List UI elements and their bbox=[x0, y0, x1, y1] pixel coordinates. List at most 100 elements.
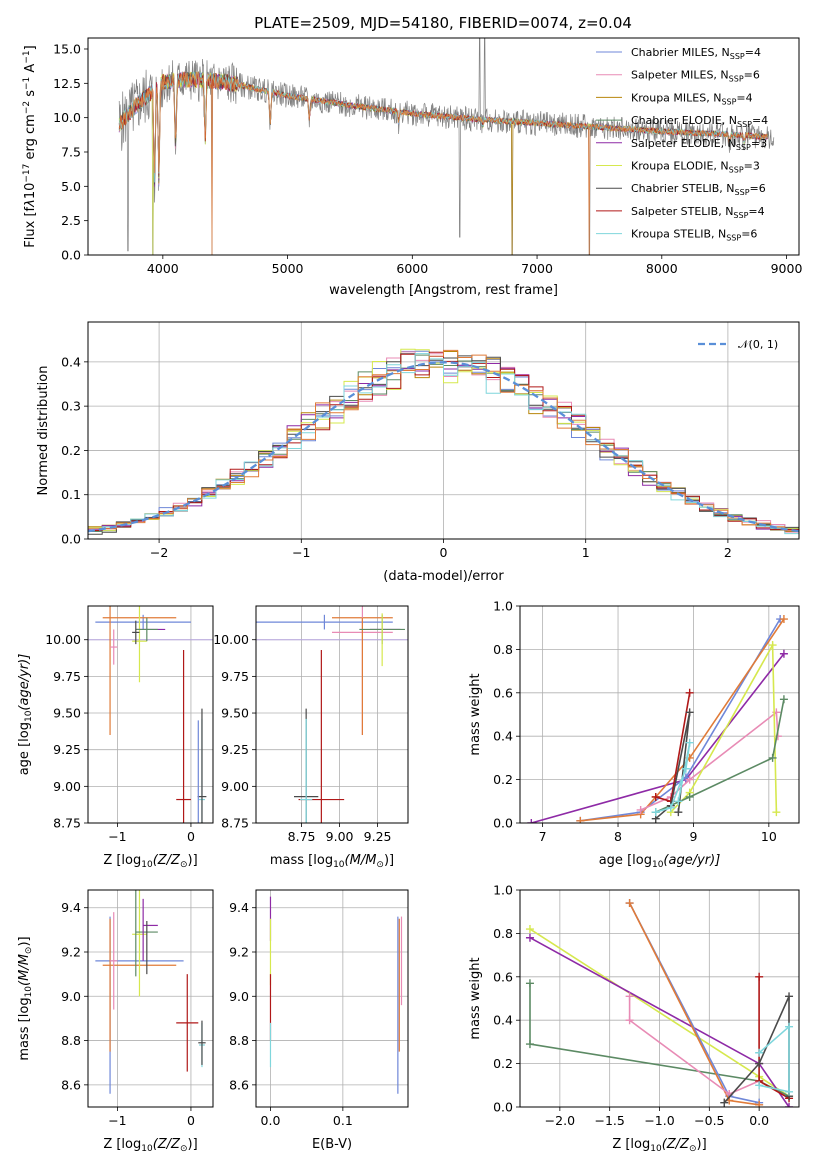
axes-frame bbox=[255, 605, 409, 824]
errorbar-chabrier-miles bbox=[256, 614, 393, 630]
weight-series-salpeter-elodie bbox=[527, 649, 788, 823]
errorbar-chabrier-stelib bbox=[197, 708, 207, 823]
y-axis-label: Normed distribution bbox=[36, 366, 51, 496]
data-point bbox=[768, 641, 777, 650]
legend-entry: Chabrier MILES, NSSP=4 bbox=[631, 46, 761, 61]
errorbar-chabrier-stelib bbox=[198, 1020, 206, 1065]
y-tick-label: 0.0 bbox=[61, 248, 81, 263]
errorbar-salpeter-miles bbox=[110, 912, 118, 1010]
y-tick-label: 0.2 bbox=[493, 1056, 513, 1071]
y-tick-label: 0.2 bbox=[493, 772, 513, 787]
x-tick-label: 10 bbox=[761, 829, 777, 844]
data-point bbox=[755, 1048, 764, 1057]
mass-weight-vs-age-panel: 7 8 9 10 0.0 0.2 0.4 0.6 0.8 1.0 age [log10(age/yr… bbox=[468, 599, 800, 870]
y-tick-label: 0.2 bbox=[61, 443, 81, 458]
axes-frame bbox=[87, 37, 800, 256]
y-tick-label: 0.1 bbox=[61, 487, 81, 502]
x-tick-label: 0.1 bbox=[333, 1113, 353, 1128]
data-point bbox=[779, 649, 788, 658]
x-tick-label: 0 bbox=[440, 545, 448, 560]
x-axis-label: (data-model)/error bbox=[383, 569, 504, 584]
errorbar-salpeter-miles bbox=[110, 629, 118, 665]
x-tick-label: 9000 bbox=[771, 261, 803, 276]
y-tick-label: 9.00 bbox=[53, 779, 81, 794]
y-tick-label: 9.25 bbox=[221, 742, 249, 757]
x-tick-label: 2 bbox=[724, 545, 732, 560]
errorbar-salpeter-stelib bbox=[176, 649, 191, 823]
y-tick-label: 9.50 bbox=[53, 706, 81, 721]
age-vs-metallicity-panel: −1 0 8.75 9.00 9.25 9.50 9.75 10.00 Z [log10(Z/Z… bbox=[17, 605, 214, 870]
data-point bbox=[666, 803, 675, 812]
data-point bbox=[651, 792, 660, 801]
spectrum-panel: 4000 5000 6000 7000 8000 9000 0.0 2.5 5.0 7.5 10.0… bbox=[22, 37, 803, 298]
data-point bbox=[685, 688, 694, 697]
plot-area bbox=[88, 606, 213, 823]
spectrum-legend: Chabrier MILES, NSSP=4 Salpeter MILES, NS… bbox=[596, 46, 768, 243]
y-axis-label: mass weight bbox=[468, 673, 483, 755]
axes-frame bbox=[255, 889, 409, 1108]
data-point bbox=[720, 1098, 729, 1107]
legend-entry: Kroupa STELIB, NSSP=6 bbox=[631, 228, 757, 243]
y-tick-label: 12.5 bbox=[53, 76, 81, 91]
x-tick-label: −2.0 bbox=[545, 1113, 575, 1128]
y-tick-label: 9.0 bbox=[229, 989, 249, 1004]
errorbar-salpeter-stelib bbox=[176, 974, 199, 1072]
x-tick-label: −0.5 bbox=[694, 1113, 724, 1128]
y-tick-label: 8.6 bbox=[229, 1077, 249, 1092]
y-tick-label: 9.0 bbox=[61, 989, 81, 1004]
plot-area bbox=[256, 606, 408, 823]
data-point bbox=[772, 808, 781, 817]
errorbar-kroupa-stelib bbox=[300, 718, 313, 823]
y-tick-label: 8.75 bbox=[221, 816, 249, 831]
y-tick-label: 9.2 bbox=[229, 945, 249, 960]
y-tick-label: 8.6 bbox=[61, 1077, 81, 1092]
weight-series-chabrier-miles bbox=[625, 899, 764, 1107]
data-point bbox=[785, 1103, 794, 1107]
model-spectrum-orange bbox=[118, 71, 768, 255]
x-tick-label: 0.0 bbox=[261, 1113, 281, 1128]
x-tick-label: 5000 bbox=[272, 261, 304, 276]
y-axis-label: Flux [fλ10−17 erg cm−2 s−1 A−1] bbox=[22, 45, 38, 247]
data-point bbox=[785, 1022, 794, 1031]
normal-distribution-curve bbox=[88, 361, 799, 533]
y-tick-label: 9.4 bbox=[229, 900, 249, 915]
data-point bbox=[685, 792, 694, 801]
y-tick-label: 9.00 bbox=[221, 779, 249, 794]
errorbar-kroupa-elodie bbox=[132, 606, 147, 683]
plot-area bbox=[88, 322, 799, 539]
x-tick-label: 9.25 bbox=[364, 829, 392, 844]
mass-weight-vs-metallicity-panel: −2.0 −1.5 −1.0 −0.5 0.0 0.0 0.2 0.4 0.6 0.8 1.0 Z [… bbox=[468, 883, 800, 1154]
data-point bbox=[576, 816, 585, 823]
mass-vs-metallicity-panel: −1 0 8.6 8.8 9.0 9.2 9.4 Z [log10(Z/Z⊙)] mass [l… bbox=[17, 889, 214, 1154]
legend-entry: Kroupa MILES, NSSP=4 bbox=[631, 91, 753, 106]
x-axis-label: E(B-V) bbox=[312, 1137, 352, 1152]
legend-entry: Kroupa ELODIE, NSSP=3 bbox=[631, 160, 760, 175]
data-point bbox=[755, 1081, 764, 1090]
errorbar-kroupa-elodie bbox=[132, 890, 147, 997]
y-tick-label: 8.75 bbox=[53, 816, 81, 831]
data-point bbox=[685, 738, 694, 747]
data-point bbox=[785, 992, 794, 1001]
x-tick-label: 9 bbox=[689, 829, 697, 844]
x-tick-label: 8 bbox=[614, 829, 622, 844]
errorbar-chabrier-elodie bbox=[135, 617, 158, 642]
y-tick-label: 10.0 bbox=[53, 110, 81, 125]
axes-frame bbox=[519, 605, 800, 824]
y-axis-label: mass weight bbox=[468, 957, 483, 1039]
axes-frame bbox=[87, 889, 214, 1108]
plot-area bbox=[256, 890, 408, 1107]
data-point bbox=[525, 1040, 534, 1049]
weight-series-kroupa-stelib bbox=[651, 738, 694, 817]
x-axis-label: Z [log10(Z/Z⊙)] bbox=[612, 1137, 706, 1154]
x-tick-label: 1 bbox=[582, 545, 590, 560]
y-tick-label: 9.75 bbox=[53, 669, 81, 684]
histogram-kroupa-stelib bbox=[88, 353, 799, 535]
legend-entry: Salpeter STELIB, NSSP=4 bbox=[631, 205, 765, 220]
y-tick-label: 0.8 bbox=[493, 926, 513, 941]
y-tick-label: 2.5 bbox=[61, 213, 81, 228]
data-point bbox=[685, 775, 694, 784]
legend-entry: Salpeter MILES, NSSP=6 bbox=[631, 69, 760, 84]
legend-entry: Chabrier ELODIE, NSSP=4 bbox=[631, 114, 768, 129]
x-tick-label: 0 bbox=[187, 1113, 195, 1128]
